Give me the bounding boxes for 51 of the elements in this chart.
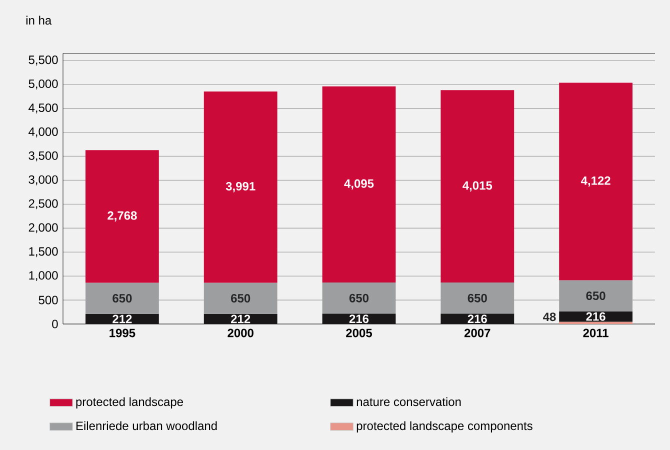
bar xyxy=(322,314,396,324)
data-label: 650 xyxy=(349,294,369,302)
y-tick-label: 5,000 xyxy=(28,80,58,90)
bar xyxy=(440,314,514,324)
bar xyxy=(86,282,159,314)
bar xyxy=(440,90,514,283)
x-tick-label: 2011 xyxy=(583,328,608,338)
y-axis-title: in ha xyxy=(26,16,52,25)
bar xyxy=(86,150,159,283)
legend-label: protected landscape xyxy=(76,397,183,408)
y-tick-label: 3,000 xyxy=(28,175,58,186)
data-label: 2,768 xyxy=(108,211,137,222)
data-label: 212 xyxy=(112,314,132,324)
y-tick-label: 0 xyxy=(52,320,58,328)
y-tick-label: 4,500 xyxy=(28,103,58,114)
bar xyxy=(322,282,396,314)
y-tick-label: 1,500 xyxy=(29,247,58,258)
bar xyxy=(204,282,278,314)
bar xyxy=(559,280,633,312)
x-tick-label: 2000 xyxy=(228,328,254,338)
y-tick-label: 1,000 xyxy=(29,271,58,282)
y-tick-label: 500 xyxy=(38,296,58,304)
bar xyxy=(559,82,633,280)
x-tick-label: 1995 xyxy=(110,328,136,338)
y-tick-label: 5,500 xyxy=(28,56,58,66)
data-label: 216 xyxy=(468,314,487,324)
y-tick-label: 3,500 xyxy=(28,151,58,162)
y-tick-label: 2,500 xyxy=(28,199,58,210)
y-tick-label: 2,000 xyxy=(28,223,58,234)
data-label: 3,991 xyxy=(226,182,256,192)
data-label: 650 xyxy=(468,294,487,302)
data-label: 4,015 xyxy=(462,181,492,192)
bar xyxy=(322,86,396,283)
legend-label: protected landscape components xyxy=(356,421,532,432)
data-label: 212 xyxy=(231,314,250,324)
y-tick-label: 4,000 xyxy=(28,127,58,138)
x-tick-label: 2007 xyxy=(464,328,490,338)
bar xyxy=(204,314,278,324)
data-label: 216 xyxy=(349,314,369,324)
data-label: 650 xyxy=(586,292,606,300)
data-label: 4,095 xyxy=(344,179,374,190)
legend-label: nature conservation xyxy=(356,397,461,406)
data-label: 650 xyxy=(112,294,132,303)
x-tick-label: 2005 xyxy=(346,328,372,338)
data-label: 216 xyxy=(586,312,606,321)
data-label: 48 xyxy=(543,312,556,322)
data-label: 4,122 xyxy=(580,176,610,187)
legend-label: Eilenriede urban woodland xyxy=(76,421,217,430)
bar xyxy=(204,92,278,283)
data-label: 650 xyxy=(231,294,250,303)
bar xyxy=(440,282,514,314)
